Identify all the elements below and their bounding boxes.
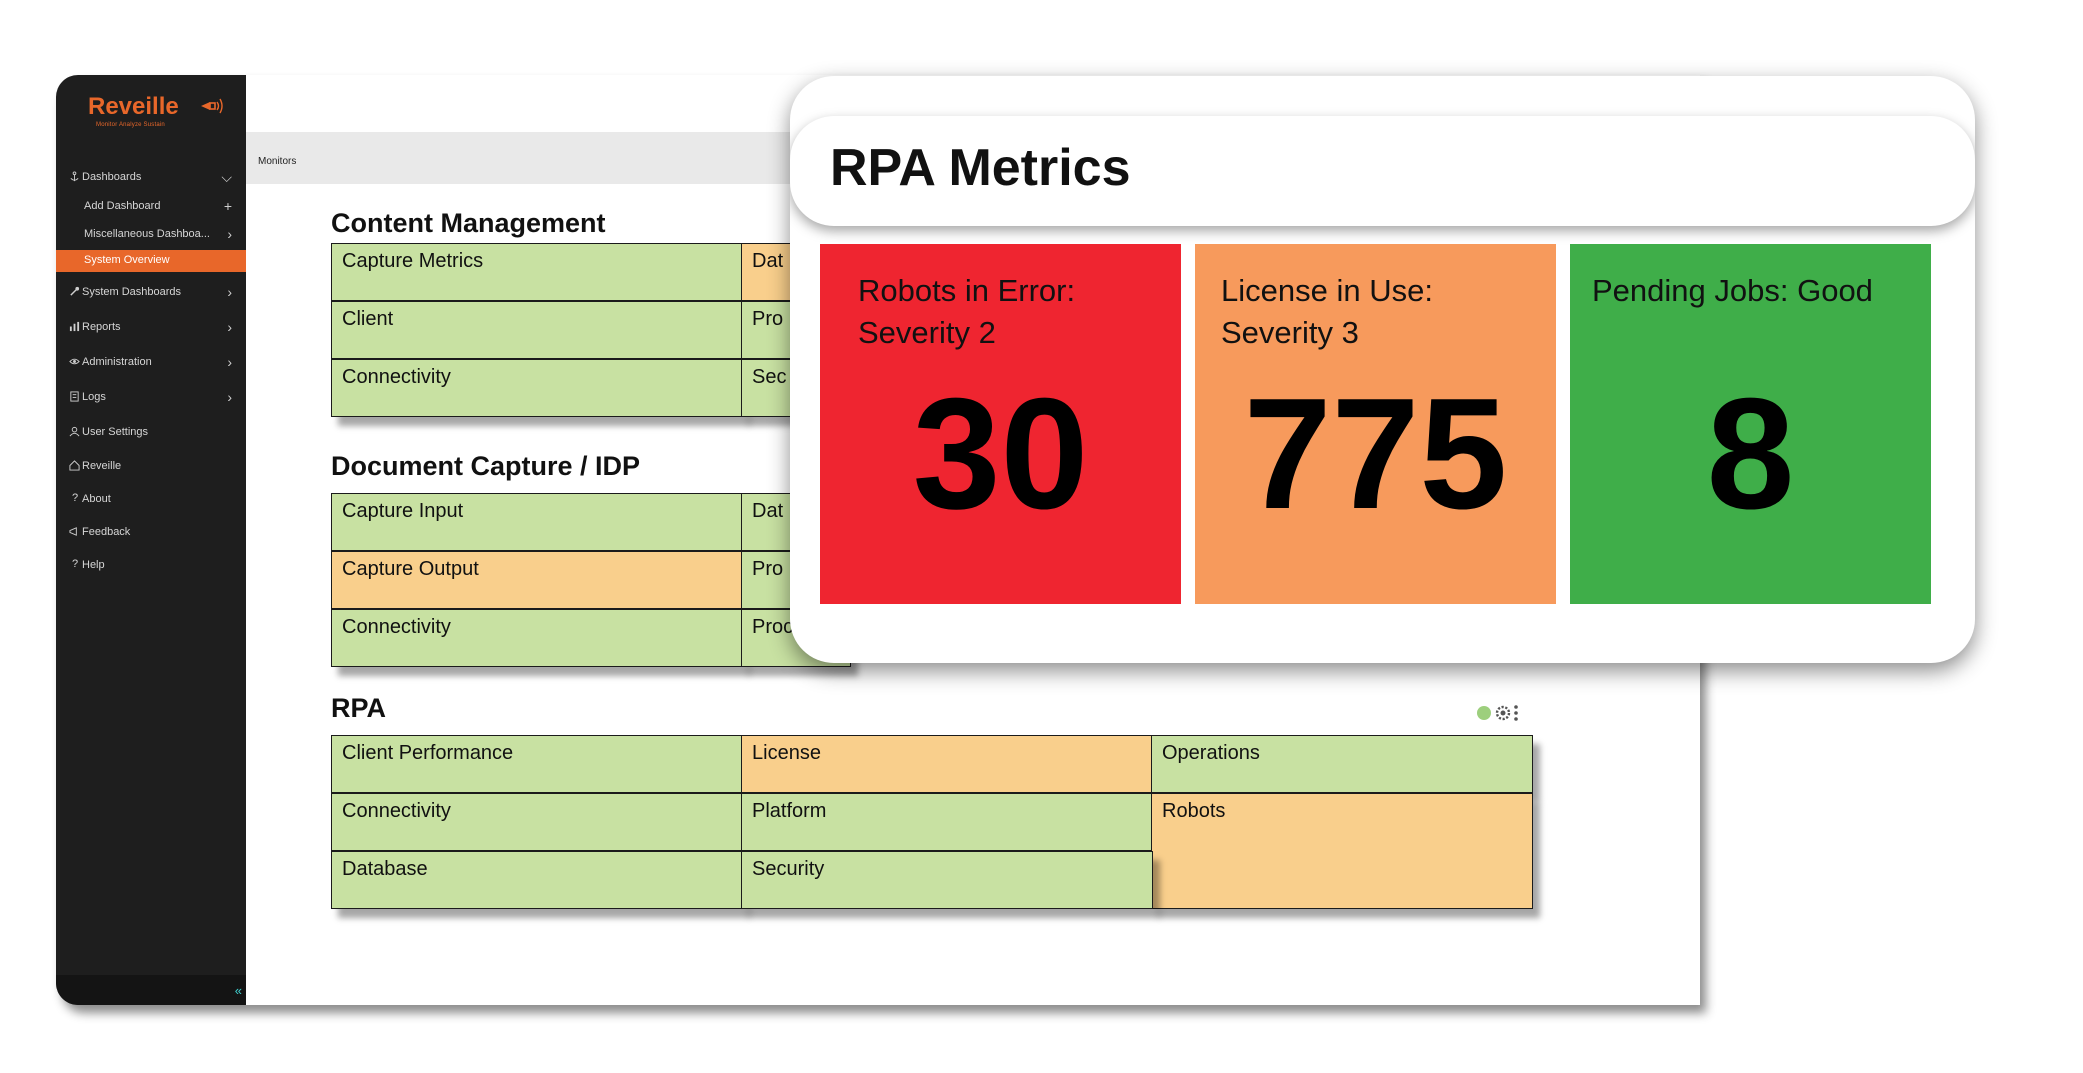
monitor-tile[interactable]: Operations bbox=[1151, 735, 1533, 793]
metric-label: License in Use: Severity 3 bbox=[1221, 270, 1433, 354]
sidebar: Reveille Monitor Analyze Sustain Dashboa… bbox=[56, 75, 246, 1005]
metric-label-line1: Robots in Error: bbox=[858, 273, 1076, 308]
chevron-right-icon: › bbox=[227, 354, 232, 370]
metric-card-robots-in-error[interactable]: Robots in Error: Severity 2 30 bbox=[820, 244, 1181, 604]
metric-label-line2: Severity 2 bbox=[858, 315, 996, 350]
horn-icon bbox=[201, 98, 223, 114]
eye-icon bbox=[69, 358, 80, 365]
sidebar-item-label: Logs bbox=[82, 391, 106, 403]
chevron-right-icon: › bbox=[227, 319, 232, 335]
reveille-logo[interactable]: Reveille Monitor Analyze Sustain bbox=[88, 93, 228, 128]
logo-tagline: Monitor Analyze Sustain bbox=[96, 122, 165, 128]
section-title: RPA bbox=[331, 693, 387, 723]
monitor-tile[interactable]: Connectivity bbox=[331, 609, 743, 667]
monitor-tile[interactable]: Robots bbox=[1151, 793, 1533, 909]
question-icon: ? bbox=[72, 492, 79, 504]
gear-icon bbox=[1495, 705, 1511, 721]
sidebar-item-feedback[interactable]: Feedback bbox=[56, 520, 246, 546]
sidebar-item-label: Dashboards bbox=[82, 171, 142, 183]
plus-icon: + bbox=[223, 198, 232, 214]
sidebar-item-label: Administration bbox=[82, 356, 152, 368]
monitor-tile[interactable]: Capture Input bbox=[331, 493, 743, 551]
home-icon bbox=[69, 460, 80, 471]
sidebar-item-label: Miscellaneous Dashboa... bbox=[84, 228, 210, 240]
wrench-icon bbox=[70, 286, 80, 296]
status-dot-icon bbox=[1477, 706, 1491, 720]
help-icon: ? bbox=[72, 558, 79, 570]
chevron-right-icon: › bbox=[227, 389, 232, 405]
sidebar-item-system-dashboards[interactable]: System Dashboards › bbox=[56, 280, 246, 306]
sidebar-item-about[interactable]: ? About bbox=[56, 487, 246, 513]
sidebar-item-label: Help bbox=[82, 559, 105, 571]
anchor-icon bbox=[70, 171, 79, 182]
monitor-tile[interactable]: Connectivity bbox=[331, 793, 743, 851]
log-icon bbox=[70, 391, 79, 402]
user-icon bbox=[69, 426, 80, 437]
bar-chart-icon bbox=[69, 321, 80, 332]
monitor-tile[interactable]: Capture Output bbox=[331, 551, 743, 609]
sidebar-footer: « bbox=[56, 975, 246, 1005]
metric-value: 30 bbox=[912, 366, 1089, 542]
section-title: Document Capture / IDP bbox=[331, 451, 641, 481]
sidebar-item-label: Feedback bbox=[82, 526, 131, 538]
monitor-tile[interactable]: Database bbox=[331, 851, 743, 909]
monitor-tile[interactable]: Client bbox=[331, 301, 743, 359]
sidebar-item-help[interactable]: ? Help bbox=[56, 553, 246, 579]
monitor-tile[interactable]: Security bbox=[741, 851, 1153, 909]
sidebar-item-reports[interactable]: Reports › bbox=[56, 315, 246, 341]
metrics-title: RPA Metrics bbox=[830, 139, 1131, 197]
chevron-right-icon: › bbox=[227, 226, 232, 242]
metric-value: 775 bbox=[1243, 366, 1508, 542]
metric-label: Robots in Error: Severity 2 bbox=[858, 270, 1075, 354]
section-title: Content Management bbox=[331, 208, 606, 238]
sidebar-item-system-overview[interactable]: System Overview bbox=[56, 250, 246, 272]
sidebar-item-dashboards[interactable]: Dashboards ⌵ bbox=[56, 165, 246, 191]
monitor-tile[interactable]: Platform bbox=[741, 793, 1153, 851]
rpa-metrics-panel: RPA Metrics Robots in Error: Severity 2 … bbox=[790, 76, 1975, 663]
sidebar-item-label: User Settings bbox=[82, 426, 149, 438]
metric-label-line1: License in Use: bbox=[1221, 273, 1433, 308]
sidebar-item-label: About bbox=[82, 493, 111, 505]
monitor-tile[interactable]: Connectivity bbox=[331, 359, 743, 417]
sidebar-item-label: System Dashboards bbox=[82, 286, 182, 298]
metric-label-line1: Pending Jobs: Good bbox=[1592, 273, 1873, 308]
monitor-tile[interactable]: Capture Metrics bbox=[331, 243, 743, 301]
breadcrumb[interactable]: Monitors bbox=[258, 156, 297, 167]
metric-label-line2: Severity 3 bbox=[1221, 315, 1359, 350]
sidebar-item-misc-dashboards[interactable]: Miscellaneous Dashboa... › bbox=[56, 222, 246, 248]
metrics-header: RPA Metrics bbox=[790, 116, 1975, 226]
metric-value: 8 bbox=[1706, 366, 1795, 542]
sidebar-item-add-dashboard[interactable]: Add Dashboard + bbox=[56, 194, 246, 220]
monitor-tile[interactable]: Client Performance bbox=[331, 735, 743, 793]
sidebar-item-user-settings[interactable]: User Settings bbox=[56, 420, 246, 446]
sidebar-item-administration[interactable]: Administration › bbox=[56, 350, 246, 376]
more-options-icon bbox=[1514, 705, 1518, 721]
chevron-down-icon: ⌵ bbox=[221, 169, 232, 185]
section-controls[interactable] bbox=[1476, 703, 1536, 723]
collapse-sidebar-icon[interactable]: « bbox=[234, 983, 242, 998]
sidebar-item-reveille[interactable]: Reveille bbox=[56, 454, 246, 480]
sidebar-item-label: Reveille bbox=[82, 460, 122, 472]
monitor-tile[interactable]: License bbox=[741, 735, 1153, 793]
sidebar-item-logs[interactable]: Logs › bbox=[56, 385, 246, 411]
chevron-right-icon: › bbox=[227, 284, 232, 300]
sidebar-item-label: Reports bbox=[82, 321, 121, 333]
megaphone-icon bbox=[69, 527, 77, 536]
metric-label: Pending Jobs: Good bbox=[1592, 270, 1873, 312]
sidebar-item-label: Add Dashboard bbox=[84, 200, 161, 212]
metric-card-license-in-use[interactable]: License in Use: Severity 3 775 bbox=[1195, 244, 1556, 604]
metric-card-pending-jobs[interactable]: Pending Jobs: Good 8 bbox=[1570, 244, 1931, 604]
sidebar-item-label: System Overview bbox=[84, 254, 170, 266]
logo-text: Reveille bbox=[88, 93, 179, 120]
